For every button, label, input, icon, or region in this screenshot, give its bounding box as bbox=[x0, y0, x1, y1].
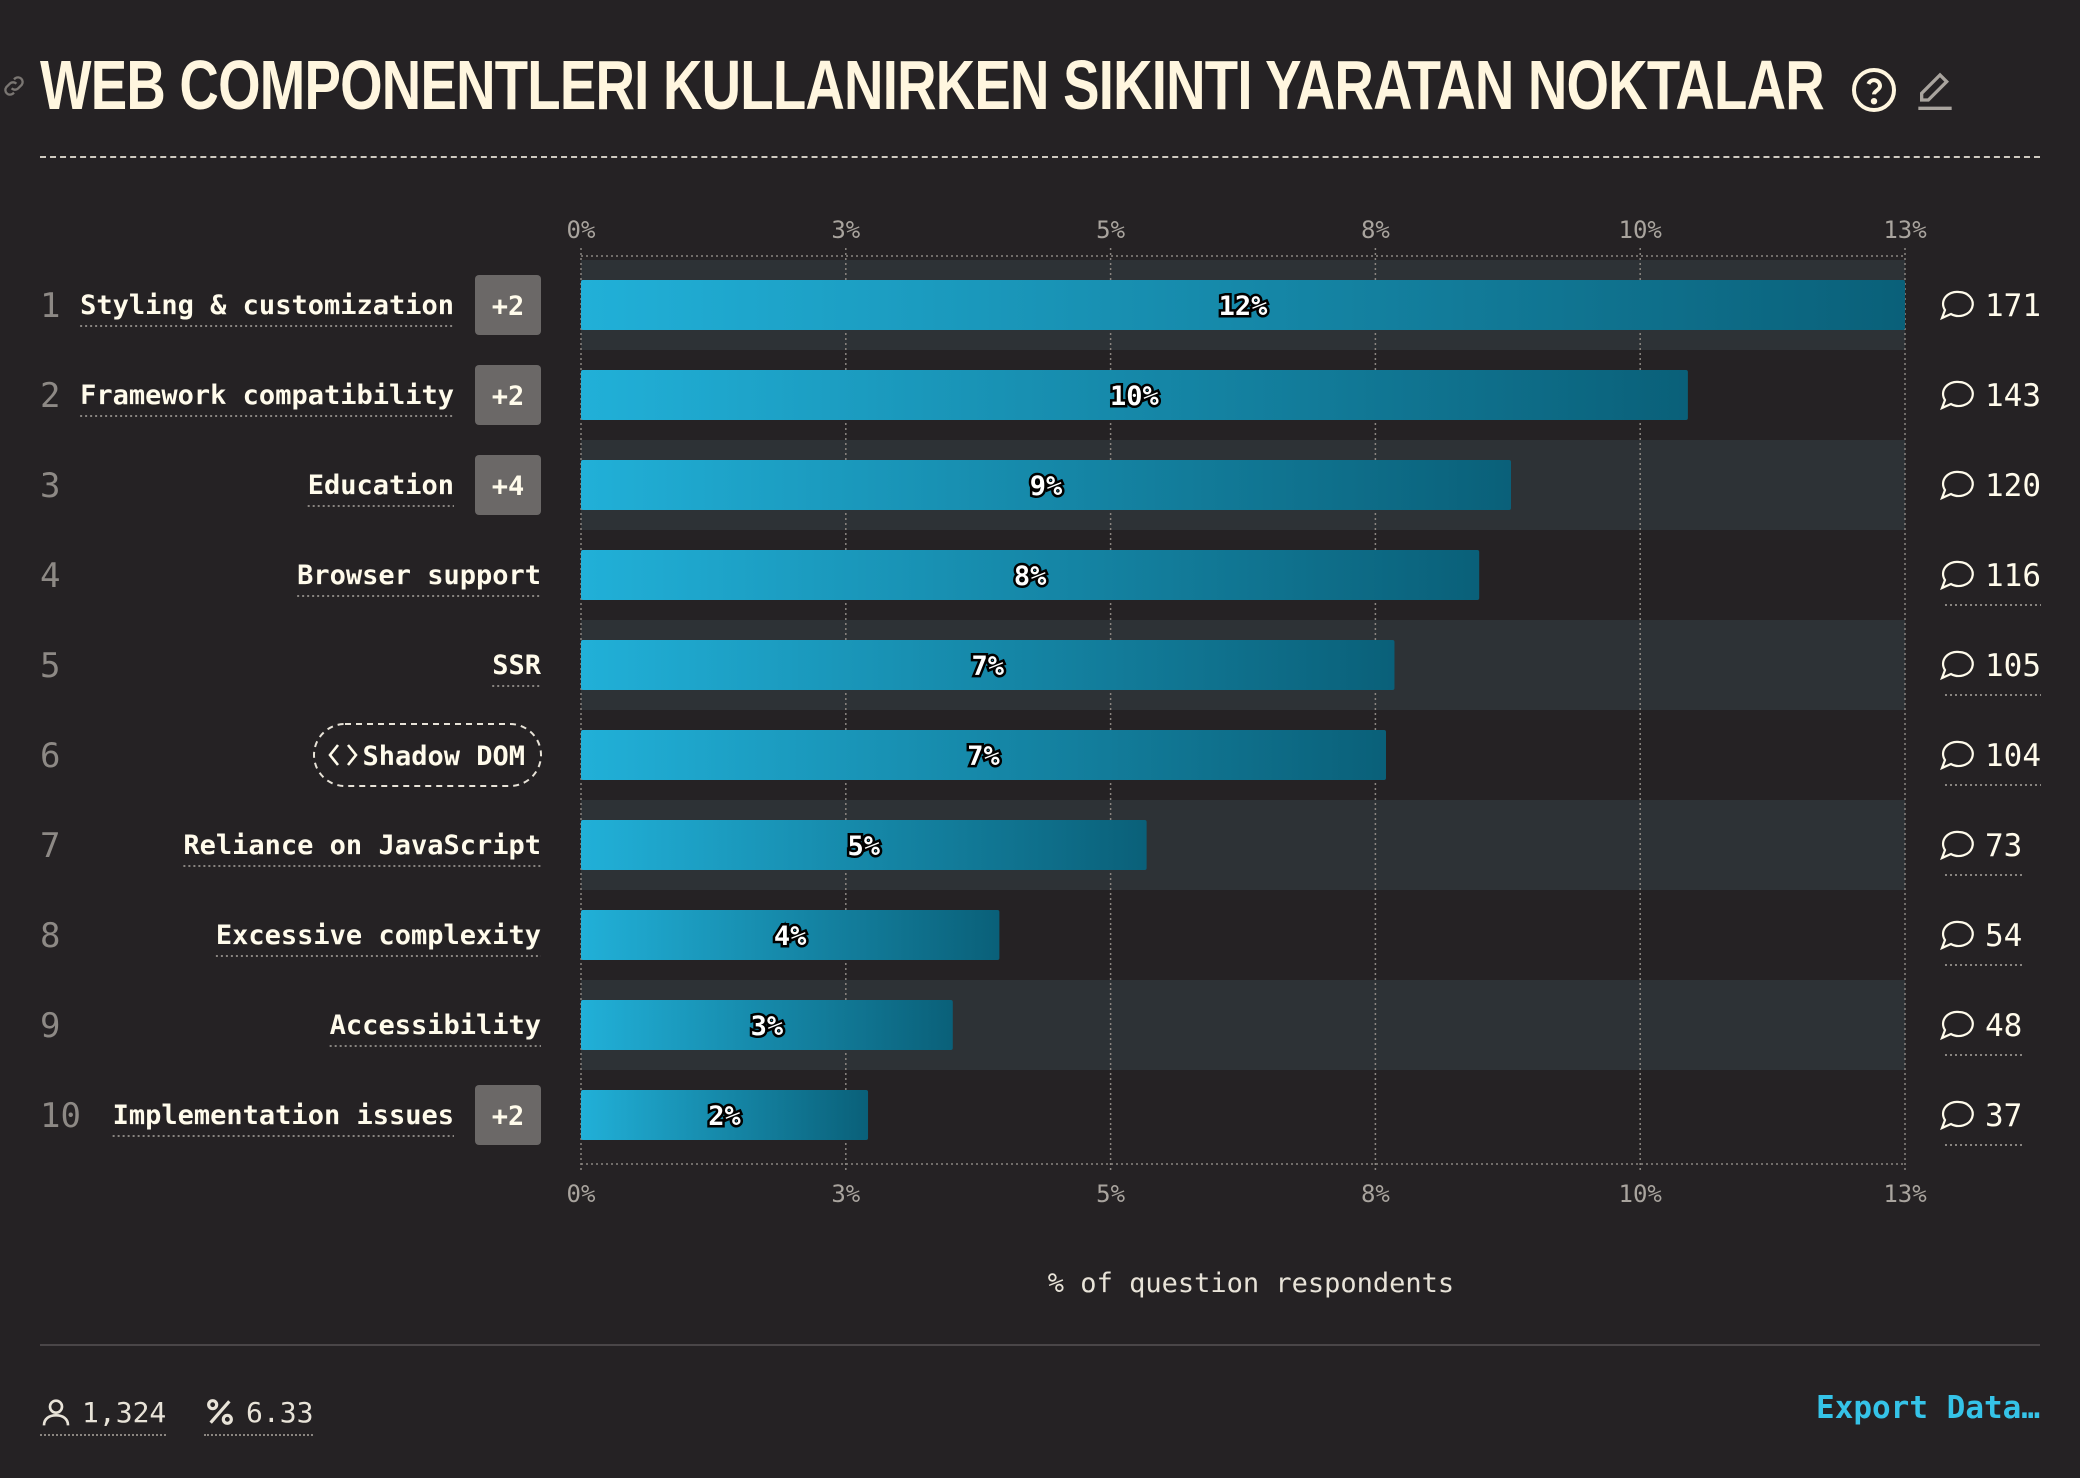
percent-value: 6.33 bbox=[246, 1395, 314, 1429]
row-label[interactable]: Implementation issues bbox=[113, 1100, 454, 1131]
comment-count[interactable]: 37 bbox=[1985, 1098, 2022, 1134]
x-tick-label-bottom: 10% bbox=[1619, 1180, 1663, 1208]
bar[interactable] bbox=[581, 1090, 869, 1140]
comment-count[interactable]: 104 bbox=[1985, 738, 2041, 774]
more-options-badge[interactable] bbox=[475, 365, 541, 425]
comment-count[interactable]: 120 bbox=[1985, 468, 2041, 504]
comment-icon bbox=[1940, 740, 1974, 771]
link-icon[interactable] bbox=[0, 72, 28, 100]
bar[interactable] bbox=[581, 820, 1147, 870]
more-options-badge-label: +2 bbox=[492, 381, 525, 412]
x-tick-label-top: 13% bbox=[1883, 216, 1927, 244]
row-label[interactable]: SSR bbox=[492, 650, 542, 681]
help-icon[interactable] bbox=[1850, 66, 1898, 114]
row-label[interactable]: Framework compatibility bbox=[80, 380, 454, 411]
x-tick-label-top: 0% bbox=[567, 216, 596, 244]
row-label[interactable]: Styling & customization bbox=[80, 290, 454, 321]
edit-icon[interactable] bbox=[1915, 66, 1955, 114]
more-options-badge-label: +2 bbox=[492, 291, 525, 322]
row-label[interactable]: Education bbox=[308, 470, 454, 501]
comment-count[interactable]: 48 bbox=[1985, 1008, 2022, 1044]
row-rank: 4 bbox=[40, 556, 60, 596]
x-axis-title: % of question respondents bbox=[1048, 1268, 1454, 1299]
percent-icon bbox=[207, 1399, 233, 1425]
row-rank: 6 bbox=[40, 736, 60, 776]
bar[interactable] bbox=[581, 550, 1480, 600]
row-rank: 8 bbox=[40, 916, 60, 956]
chart-title: WEB COMPONENTLERI KULLANIRKEN SIKINTI YA… bbox=[40, 46, 1825, 124]
more-options-badge[interactable] bbox=[475, 455, 541, 515]
more-options-badge-label: +4 bbox=[492, 471, 525, 502]
bar-value-label: 3% bbox=[751, 1011, 784, 1042]
bar[interactable] bbox=[581, 460, 1511, 510]
x-tick-label-bottom: 8% bbox=[1361, 1180, 1390, 1208]
bar-value-label: 2% bbox=[708, 1101, 741, 1132]
x-tick-label-top: 5% bbox=[1096, 216, 1125, 244]
bar-value-label: 7% bbox=[971, 651, 1004, 682]
chart-header: WEB COMPONENTLERI KULLANIRKEN SIKINTI YA… bbox=[4, 40, 2040, 158]
more-options-badge[interactable] bbox=[475, 1085, 541, 1145]
more-options-badge[interactable] bbox=[475, 275, 541, 335]
row-rank: 3 bbox=[40, 466, 60, 506]
feature-tag-pill[interactable] bbox=[313, 723, 542, 787]
footer-divider bbox=[40, 1344, 2040, 1346]
respondents-stat[interactable]: 1,324 bbox=[40, 1390, 167, 1436]
user-icon bbox=[42, 1399, 70, 1426]
row-label[interactable]: Excessive complexity bbox=[216, 920, 541, 951]
comment-count[interactable]: 54 bbox=[1985, 918, 2022, 954]
comment-count[interactable]: 171 bbox=[1985, 288, 2041, 324]
row-label[interactable]: Browser support bbox=[297, 560, 541, 591]
bar[interactable] bbox=[581, 280, 1905, 330]
row-label[interactable]: Accessibility bbox=[330, 1010, 541, 1041]
row-rank: 5 bbox=[40, 646, 60, 686]
x-tick-label-top: 10% bbox=[1619, 216, 1663, 244]
comment-count[interactable]: 143 bbox=[1985, 378, 2041, 414]
comment-icon bbox=[1940, 920, 1974, 951]
comment-icon bbox=[1940, 650, 1974, 681]
x-tick-label-top: 8% bbox=[1361, 216, 1390, 244]
bar[interactable] bbox=[581, 1000, 953, 1050]
row-rank: 2 bbox=[40, 376, 60, 416]
row-rank: 7 bbox=[40, 826, 60, 866]
x-tick-label-bottom: 13% bbox=[1883, 1180, 1927, 1208]
bar[interactable] bbox=[581, 910, 1000, 960]
bar[interactable] bbox=[581, 640, 1395, 690]
respondents-count: 1,324 bbox=[82, 1395, 167, 1429]
bar-value-label: 4% bbox=[774, 921, 807, 952]
x-tick-label-top: 3% bbox=[831, 216, 860, 244]
row-rank: 9 bbox=[40, 1006, 60, 1046]
comment-icon bbox=[1940, 470, 1974, 501]
row-rank: 10 bbox=[40, 1096, 81, 1136]
comment-count[interactable]: 116 bbox=[1985, 558, 2041, 594]
x-tick-label-bottom: 5% bbox=[1096, 1180, 1125, 1208]
bar-value-label: 8% bbox=[1014, 561, 1047, 592]
percent-stat[interactable]: 6.33 bbox=[204, 1390, 314, 1436]
comment-icon bbox=[1940, 560, 1974, 591]
bar-value-label: 5% bbox=[848, 831, 881, 862]
row-rank: 1 bbox=[40, 286, 60, 326]
code-icon bbox=[328, 744, 358, 766]
x-tick-label-bottom: 3% bbox=[831, 1180, 860, 1208]
comment-count[interactable]: 73 bbox=[1985, 828, 2022, 864]
row-label[interactable]: Reliance on JavaScript bbox=[183, 830, 541, 861]
comment-icon bbox=[1940, 830, 1974, 861]
bar-value-label: 7% bbox=[967, 741, 1000, 772]
row-label[interactable]: Shadow DOM bbox=[362, 741, 525, 772]
bar-value-label: 10% bbox=[1110, 381, 1160, 412]
bar[interactable] bbox=[581, 730, 1386, 780]
comment-icon bbox=[1940, 380, 1974, 411]
bar[interactable] bbox=[581, 370, 1688, 420]
more-options-badge-label: +2 bbox=[492, 1101, 525, 1132]
x-tick-label-bottom: 0% bbox=[567, 1180, 596, 1208]
comment-count[interactable]: 105 bbox=[1985, 648, 2041, 684]
comment-icon bbox=[1940, 1100, 1974, 1131]
bar-value-label: 12% bbox=[1219, 291, 1269, 322]
bar-value-label: 9% bbox=[1030, 471, 1063, 502]
export-data-button[interactable]: Export Data… bbox=[1816, 1390, 2040, 1426]
comment-icon bbox=[1940, 290, 1974, 321]
comment-icon bbox=[1940, 1010, 1974, 1041]
